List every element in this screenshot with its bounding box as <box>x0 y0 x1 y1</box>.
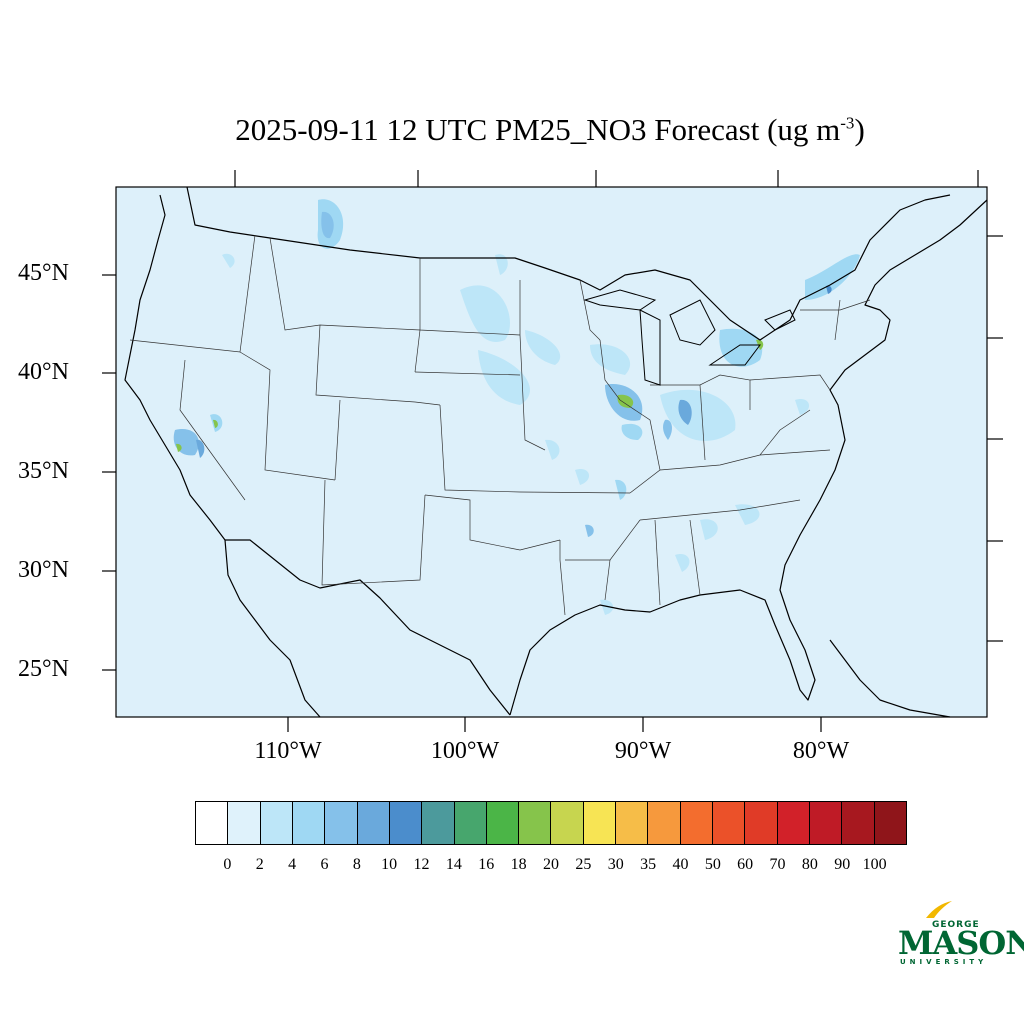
colorbar-swatch <box>551 802 584 844</box>
colorbar-tick-label: 12 <box>413 856 430 873</box>
lon-label-100: 100°W <box>430 738 500 764</box>
colorbar-swatch <box>842 802 875 844</box>
colorbar-swatch <box>389 802 423 844</box>
concentration-field <box>173 199 860 615</box>
colorbar-swatch <box>809 802 843 844</box>
colorbar-tick-label: 16 <box>478 856 495 873</box>
colorbar-tick-label: 60 <box>737 856 754 873</box>
colorbar-swatch <box>486 802 520 844</box>
lon-label-110: 110°W <box>254 738 322 764</box>
colorbar-tick-label: 0 <box>223 856 232 873</box>
colorbar-swatch <box>745 802 778 844</box>
colorbar-tick-label: 30 <box>607 856 624 873</box>
colorbar-swatch <box>260 802 293 844</box>
lat-label-35: 35°N <box>18 458 69 484</box>
colorbar <box>195 801 907 845</box>
colorbar-swatch <box>648 802 681 844</box>
coastlines <box>124 186 988 718</box>
colorbar-swatch <box>680 802 713 844</box>
lon-label-80: 80°W <box>792 738 850 764</box>
colorbar-tick-label: 20 <box>543 856 559 873</box>
colorbar-swatch <box>292 802 326 844</box>
colorbar-swatch <box>713 802 746 844</box>
colorbar-swatch <box>357 802 390 844</box>
colorbar-tick-label: 80 <box>801 856 818 873</box>
map-ticks <box>102 170 1003 732</box>
colorbar-swatch <box>196 802 229 844</box>
colorbar-tick-label: 18 <box>510 856 527 873</box>
lat-label-40: 40°N <box>18 359 69 385</box>
colorbar-tick-label: 4 <box>288 856 297 873</box>
colorbar-tick-label: 10 <box>381 856 398 873</box>
colorbar-tick-label: 14 <box>445 856 462 873</box>
colorbar-tick-label: 8 <box>352 856 361 873</box>
colorbar-tick-label: 6 <box>320 856 329 873</box>
colorbar-tick-label: 90 <box>834 856 851 873</box>
colorbar-swatch <box>454 802 487 844</box>
colorbar-swatch <box>874 802 906 844</box>
map-title: 2025-09-11 12 UTC PM25_NO3 Forecast (ug … <box>235 112 865 147</box>
lat-label-30: 30°N <box>18 557 69 583</box>
colorbar-swatch <box>228 802 261 844</box>
colorbar-swatch <box>583 802 617 844</box>
colorbar-swatch <box>422 802 455 844</box>
logo-swoosh-icon <box>926 901 952 918</box>
colorbar-tick-label: 35 <box>640 856 657 873</box>
lon-label-90: 90°W <box>614 738 672 764</box>
gmu-logo: GEORGE MASON UNIVERSITY <box>898 900 1024 970</box>
colorbar-tick-label: 40 <box>672 856 689 873</box>
colorbar-tick-label: 50 <box>704 856 721 873</box>
colorbar-tick-label: 70 <box>769 856 786 873</box>
colorbar-tick-label: 25 <box>575 856 592 873</box>
logo-line-mason: MASON <box>898 924 1024 962</box>
colorbar-swatch <box>519 802 552 844</box>
colorbar-swatch <box>616 802 649 844</box>
colorbar-tick-label: 100 <box>862 856 887 873</box>
lat-label-25: 25°N <box>18 656 69 682</box>
colorbar-tick-label: 2 <box>255 856 264 873</box>
colorbar-swatch <box>777 802 810 844</box>
colorbar-swatch <box>325 802 358 844</box>
great-lakes <box>583 289 796 386</box>
logo-line-george: GEORGE <box>932 920 980 930</box>
lat-label-45: 45°N <box>18 260 69 286</box>
state-borders <box>129 234 871 616</box>
logo-line-university: UNIVERSITY <box>900 958 988 966</box>
